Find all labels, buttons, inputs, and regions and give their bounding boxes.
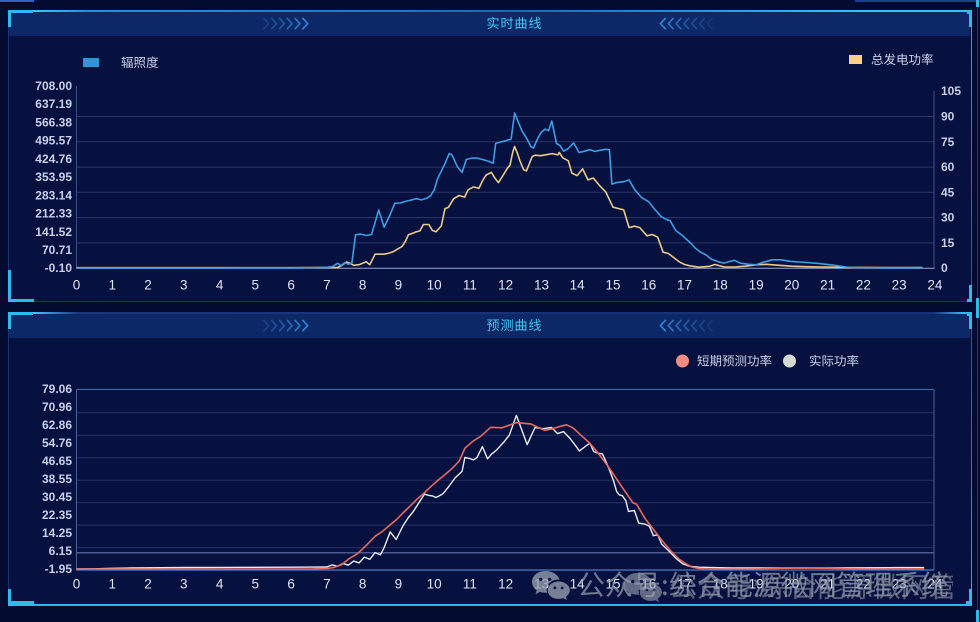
svg-text:75: 75: [941, 135, 955, 149]
svg-text:38.55: 38.55: [42, 472, 72, 486]
svg-text:9: 9: [395, 577, 403, 592]
svg-text:62.86: 62.86: [42, 418, 72, 432]
svg-text:0: 0: [73, 577, 81, 592]
svg-text:11: 11: [463, 278, 477, 293]
svg-text:10: 10: [427, 278, 442, 293]
svg-text:45: 45: [941, 185, 955, 199]
svg-text:8: 8: [359, 278, 367, 293]
svg-text:30.45: 30.45: [42, 490, 72, 504]
svg-text:12: 12: [498, 278, 513, 293]
svg-text:54.76: 54.76: [42, 436, 72, 450]
svg-text:708.00: 708.00: [35, 79, 72, 93]
svg-text:566.38: 566.38: [35, 115, 72, 129]
svg-text:7: 7: [323, 278, 331, 293]
svg-text:637.19: 637.19: [35, 97, 72, 111]
svg-text:22.35: 22.35: [42, 508, 72, 522]
svg-text:9: 9: [395, 278, 403, 293]
svg-text:3: 3: [180, 278, 188, 293]
svg-text:141.52: 141.52: [35, 225, 72, 239]
svg-text:6: 6: [287, 278, 295, 293]
svg-text:8: 8: [359, 577, 367, 592]
svg-text:70.71: 70.71: [42, 243, 72, 257]
svg-text:30: 30: [941, 211, 955, 225]
svg-text:5: 5: [252, 278, 260, 293]
svg-text:-0.10: -0.10: [45, 261, 73, 275]
svg-text:21: 21: [820, 278, 835, 293]
svg-text:16: 16: [641, 278, 656, 293]
svg-text:24: 24: [927, 278, 943, 293]
svg-text:79.06: 79.06: [42, 382, 72, 396]
svg-text:283.14: 283.14: [35, 188, 72, 202]
svg-text:18: 18: [713, 278, 728, 293]
svg-text:1: 1: [109, 278, 117, 293]
svg-text:5: 5: [252, 577, 260, 592]
svg-text:10: 10: [427, 577, 442, 592]
svg-text:495.57: 495.57: [35, 134, 72, 148]
svg-text:60: 60: [941, 160, 955, 174]
svg-text:15: 15: [605, 278, 620, 293]
svg-text:11: 11: [463, 577, 477, 592]
svg-text:0: 0: [941, 261, 948, 275]
svg-text:90: 90: [941, 110, 955, 124]
svg-text:19: 19: [749, 278, 764, 293]
svg-text:6.15: 6.15: [49, 544, 73, 558]
svg-text:2: 2: [144, 577, 152, 592]
svg-text:4: 4: [216, 278, 224, 293]
svg-text:353.95: 353.95: [35, 170, 72, 184]
svg-text:7: 7: [323, 577, 331, 592]
svg-text:70.96: 70.96: [42, 400, 72, 414]
svg-text:3: 3: [180, 577, 188, 592]
svg-text:46.65: 46.65: [42, 454, 72, 468]
svg-text:105: 105: [941, 84, 961, 98]
svg-text:22: 22: [856, 278, 871, 293]
svg-text:14: 14: [570, 278, 586, 293]
svg-text:23: 23: [892, 278, 907, 293]
svg-text:-1.95: -1.95: [45, 562, 73, 576]
svg-text:13: 13: [534, 278, 549, 293]
svg-text:4: 4: [216, 577, 224, 592]
svg-text:2: 2: [144, 278, 152, 293]
svg-text:1: 1: [109, 577, 117, 592]
svg-text:424.76: 424.76: [35, 152, 72, 166]
svg-text:14.25: 14.25: [42, 526, 72, 540]
svg-text:212.33: 212.33: [35, 207, 72, 221]
svg-text:6: 6: [287, 577, 295, 592]
svg-text:0: 0: [73, 278, 81, 293]
svg-text:15: 15: [941, 236, 955, 250]
svg-text:12: 12: [498, 577, 513, 592]
svg-text:20: 20: [784, 278, 799, 293]
svg-text:17: 17: [677, 278, 692, 293]
